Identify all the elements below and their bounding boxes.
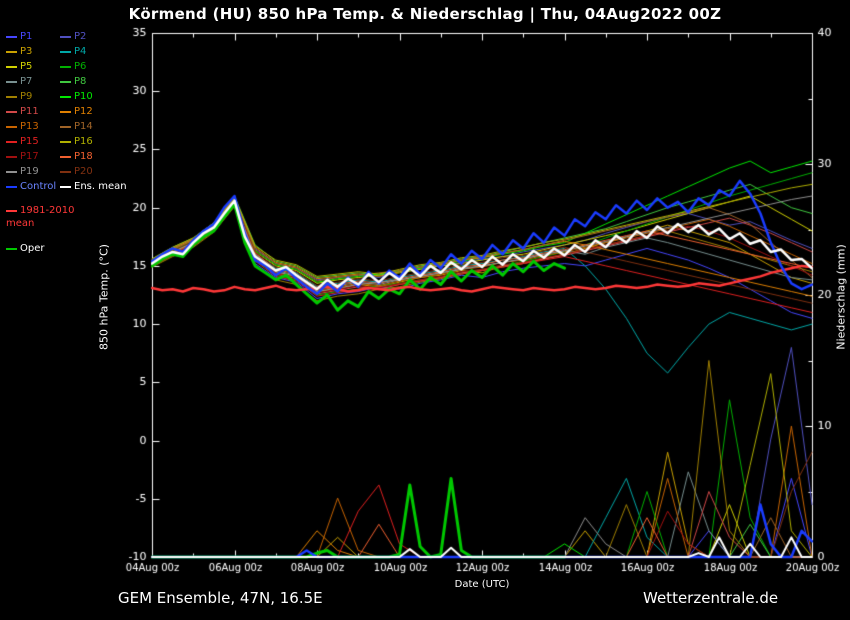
- legend-item-label: P14: [74, 121, 93, 132]
- y-axis-label-right: Niederschlag (mm): [834, 244, 848, 350]
- legend-item-p5: P5: [6, 61, 58, 73]
- legend-item-label: P13: [20, 121, 39, 132]
- legend-item-p18: P18: [60, 151, 154, 163]
- legend-line-swatch: [6, 186, 17, 188]
- legend-item-label: P10: [74, 91, 93, 102]
- legend-item-label: 1981-2010 mean: [6, 205, 75, 229]
- legend-line-swatch: [60, 96, 71, 98]
- x-axis-label: Date (UTC): [454, 579, 510, 590]
- legend-item-control: Control: [6, 181, 58, 193]
- y-axis-label-left: 850 hPa Temp. (°C): [97, 244, 111, 350]
- legend-line-swatch: [6, 210, 17, 212]
- legend-item-ens-mean: Ens. mean: [60, 181, 154, 193]
- legend-item-label: P1: [20, 31, 33, 42]
- legend-item-label: Control: [20, 181, 57, 192]
- legend-item-label: Ens. mean: [74, 181, 127, 192]
- legend-item-p11: P11: [6, 106, 58, 118]
- legend-line-swatch: [6, 156, 17, 158]
- model-info: GEM Ensemble, 47N, 16.5E: [118, 589, 323, 607]
- legend-item-p12: P12: [60, 106, 154, 118]
- legend-line-swatch: [6, 96, 17, 98]
- legend-line-swatch: [6, 81, 17, 83]
- chart-title: Körmend (HU) 850 hPa Temp. & Niederschla…: [128, 5, 722, 23]
- legend-line-swatch: [6, 51, 17, 53]
- legend-line-swatch: [60, 81, 71, 83]
- legend-item-label: P12: [74, 106, 93, 117]
- legend-item-label: P16: [74, 136, 93, 147]
- legend-item-label: P6: [74, 61, 87, 72]
- legend-line-swatch: [60, 126, 71, 128]
- legend-item-label: P3: [20, 46, 33, 57]
- legend-item-label: P18: [74, 151, 93, 162]
- legend-item-p20: P20: [60, 166, 154, 178]
- legend-item-p6: P6: [60, 61, 154, 73]
- legend-item-label: P19: [20, 166, 39, 177]
- legend-item-p15: P15: [6, 136, 58, 148]
- legend-item-p3: P3: [6, 46, 58, 58]
- legend-item-p8: P8: [60, 76, 154, 88]
- legend-item-p4: P4: [60, 46, 154, 58]
- legend-item-oper: Oper: [6, 243, 90, 256]
- legend-item-label: P2: [74, 31, 87, 42]
- legend-item-p13: P13: [6, 121, 58, 133]
- legend-item-label: P8: [74, 76, 87, 87]
- legend-line-swatch: [6, 248, 17, 250]
- legend-line-swatch: [60, 156, 71, 158]
- legend-item-label: P4: [74, 46, 87, 57]
- legend-line-swatch: [60, 141, 71, 143]
- legend-item-p2: P2: [60, 31, 154, 43]
- legend-line-swatch: [60, 36, 71, 38]
- legend-line-swatch: [6, 36, 17, 38]
- legend-line-swatch: [60, 66, 71, 68]
- legend-item-p16: P16: [60, 136, 154, 148]
- site-credit: Wetterzentrale.de: [643, 589, 779, 607]
- legend-item-label: Oper: [20, 243, 45, 254]
- legend-item-label: P17: [20, 151, 39, 162]
- legend-item-p17: P17: [6, 151, 58, 163]
- legend-line-swatch: [6, 171, 17, 173]
- legend-item-label: P9: [20, 91, 33, 102]
- legend-item-label: P20: [74, 166, 93, 177]
- legend-item-label: P11: [20, 106, 39, 117]
- legend-item-label: P7: [20, 76, 33, 87]
- legend-line-swatch: [60, 111, 71, 113]
- legend: P1 P2 P3 P4 P5 P6 P7 P8 P9 P10 P11 P12 P13 P14 P15 P16 P…: [6, 31, 154, 256]
- legend-line-swatch: [60, 186, 71, 188]
- legend-item-p9: P9: [6, 91, 58, 103]
- legend-item-climate-mean: 1981-2010 mean: [6, 205, 90, 231]
- legend-item-p7: P7: [6, 76, 58, 88]
- legend-item-p14: P14: [60, 121, 154, 133]
- legend-item-p1: P1: [6, 31, 58, 43]
- legend-line-swatch: [60, 171, 71, 173]
- legend-item-label: P5: [20, 61, 33, 72]
- legend-line-swatch: [6, 111, 17, 113]
- legend-item-p19: P19: [6, 166, 58, 178]
- legend-line-swatch: [6, 66, 17, 68]
- legend-item-p10: P10: [60, 91, 154, 103]
- legend-item-label: P15: [20, 136, 39, 147]
- legend-line-swatch: [60, 51, 71, 53]
- legend-line-swatch: [6, 126, 17, 128]
- legend-line-swatch: [6, 141, 17, 143]
